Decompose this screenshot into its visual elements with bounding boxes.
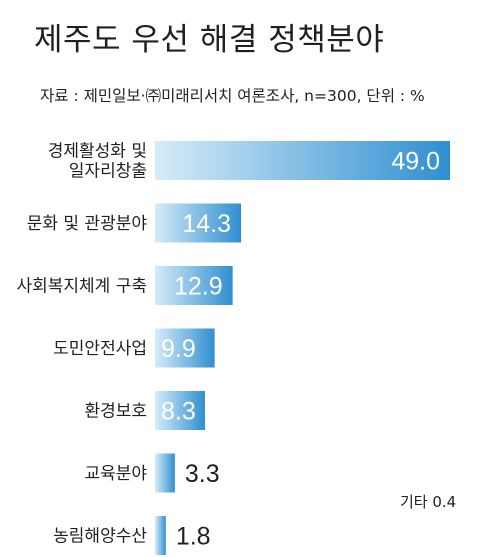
category-label: 교육분야 bbox=[84, 464, 147, 484]
value-label: 14.3 bbox=[182, 210, 231, 238]
bar bbox=[155, 328, 215, 368]
category-label: 일자리창출 bbox=[69, 162, 147, 182]
category-label: 문화 및 관광분야 bbox=[27, 214, 148, 234]
value-label: 3.3 bbox=[185, 460, 220, 488]
value-label: 1.8 bbox=[176, 523, 211, 551]
value-label: 9.9 bbox=[161, 335, 196, 363]
category-label: 사회복지체계 구축 bbox=[16, 277, 147, 297]
bar bbox=[155, 516, 166, 555]
bar bbox=[155, 203, 242, 243]
category-label: 도민안전사업 bbox=[53, 339, 147, 359]
bar bbox=[155, 141, 450, 180]
value-label: 8.3 bbox=[161, 398, 196, 426]
category-label: 환경보호 bbox=[84, 402, 147, 422]
bar bbox=[155, 266, 233, 305]
category-label: 농림해양수산 bbox=[53, 527, 147, 547]
chart-title: 제주도 우선 해결 정책분야 bbox=[34, 22, 385, 58]
chart-source: 자료 : 제민일보·㈜미래리서치 여론조사, n=300, 단위 : % bbox=[40, 87, 425, 105]
value-label: 49.0 bbox=[391, 148, 440, 176]
category-label: 경제활성화 및 bbox=[48, 142, 147, 162]
value-label: 12.9 bbox=[174, 273, 223, 301]
bar bbox=[155, 453, 175, 493]
other-note: 기타 0.4 bbox=[400, 493, 457, 511]
bar bbox=[155, 391, 205, 430]
